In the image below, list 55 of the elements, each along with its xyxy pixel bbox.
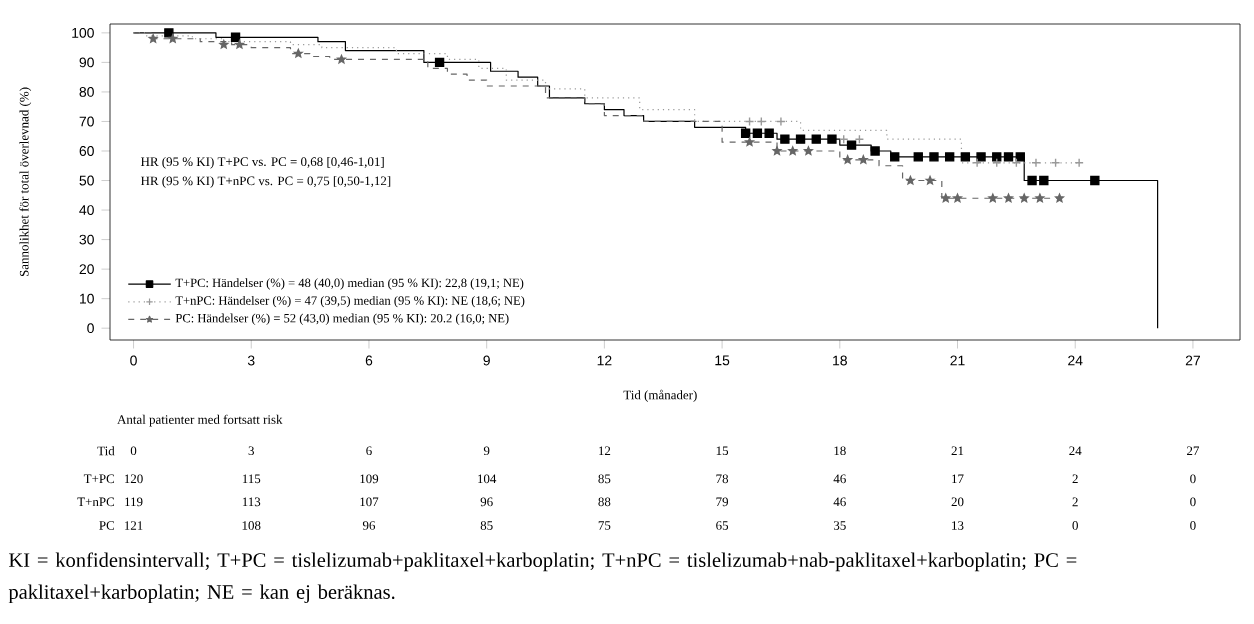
point xyxy=(740,128,751,138)
point xyxy=(846,140,857,150)
point xyxy=(1074,158,1084,168)
point xyxy=(230,32,241,42)
point xyxy=(764,128,774,138)
point xyxy=(293,48,303,58)
point xyxy=(1035,193,1045,203)
point xyxy=(870,146,880,156)
point xyxy=(780,134,790,144)
point xyxy=(772,146,782,155)
point xyxy=(890,152,900,162)
point xyxy=(434,57,445,68)
point xyxy=(1090,175,1100,186)
point xyxy=(1011,158,1022,168)
point xyxy=(976,152,986,162)
point xyxy=(953,193,962,203)
point xyxy=(776,116,786,127)
point xyxy=(1003,152,1014,162)
point xyxy=(811,134,821,144)
point xyxy=(1050,158,1061,168)
point xyxy=(992,152,1002,162)
point xyxy=(164,28,174,38)
point xyxy=(854,134,865,144)
point xyxy=(234,39,244,49)
point xyxy=(913,152,923,162)
point xyxy=(941,193,951,203)
point xyxy=(1019,193,1029,203)
point xyxy=(839,134,849,144)
point xyxy=(1055,193,1065,203)
point xyxy=(803,146,813,155)
point xyxy=(788,146,798,155)
point xyxy=(858,155,868,164)
point xyxy=(1015,152,1025,162)
point xyxy=(1027,175,1037,186)
point xyxy=(960,152,971,162)
point xyxy=(219,39,229,49)
point xyxy=(795,134,806,144)
point xyxy=(148,34,158,43)
point xyxy=(925,175,935,185)
point xyxy=(905,175,915,185)
point xyxy=(1031,158,1041,168)
point xyxy=(1004,193,1013,203)
point xyxy=(1039,175,1049,186)
point xyxy=(337,54,346,64)
point xyxy=(988,193,998,203)
point xyxy=(992,158,1002,168)
point xyxy=(827,134,837,144)
point xyxy=(752,128,763,138)
point xyxy=(944,152,955,162)
point xyxy=(843,155,853,164)
point xyxy=(745,137,755,147)
point xyxy=(972,158,982,168)
text: KI = konfidensintervall; T+PC = tislelizumab+paklitaxel+karboplatin; T+nPC = tislelizumab+nab-paklitaxel+karboplatin; PC = paklitaxel+karboplatin; NE = kan ej beräknas. xyxy=(8,552,1077,604)
point xyxy=(929,152,939,162)
point xyxy=(168,34,178,43)
